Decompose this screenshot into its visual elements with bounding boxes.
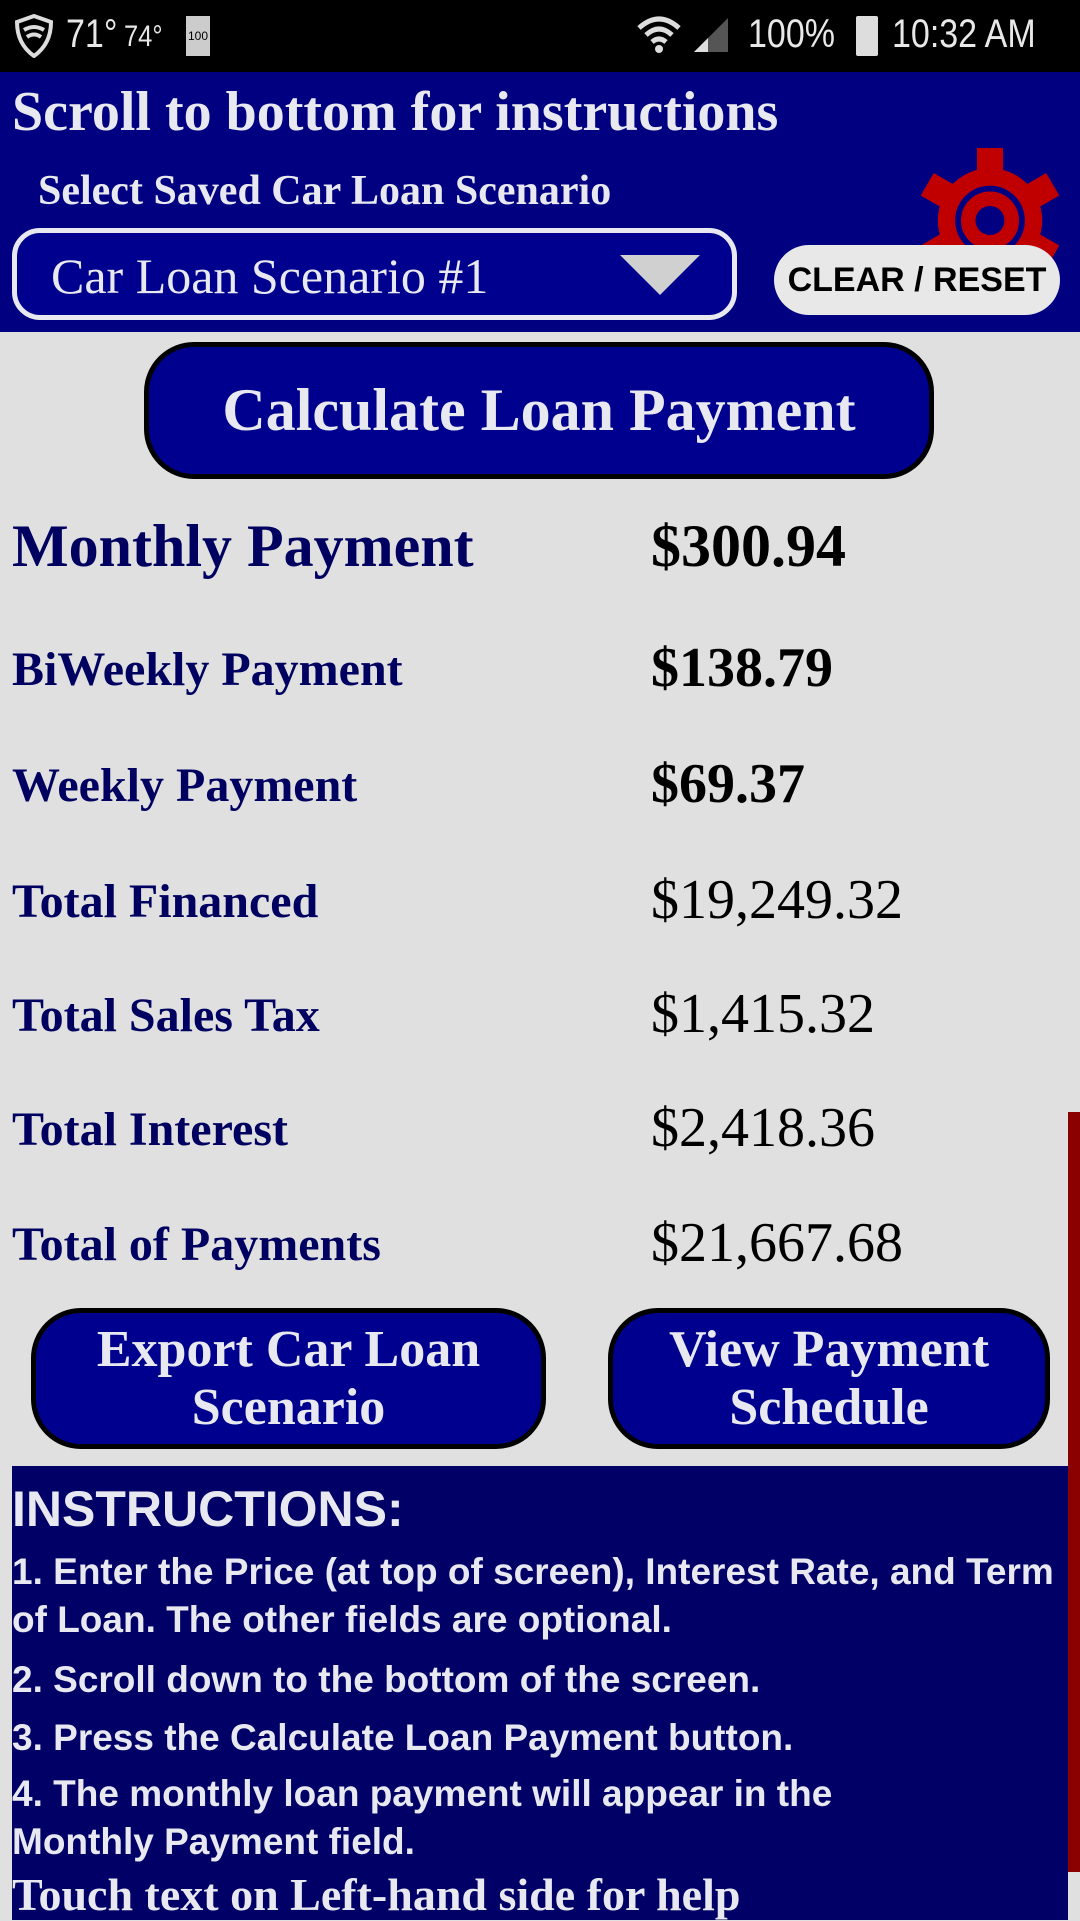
result-label[interactable]: Weekly Payment <box>12 759 358 812</box>
scenario-dropdown[interactable]: Car Loan Scenario #1 <box>12 228 737 320</box>
page-title: Scroll to bottom for instructions <box>12 81 779 143</box>
result-value: $300.94 <box>651 513 846 579</box>
result-label[interactable]: Total of Payments <box>12 1218 381 1271</box>
battery-small-icon: 100 <box>186 16 210 56</box>
result-label[interactable]: BiWeekly Payment <box>12 643 403 696</box>
signal-icon <box>694 18 728 52</box>
schedule-label-line2: Schedule <box>729 1378 929 1436</box>
result-label[interactable]: Total Sales Tax <box>12 989 320 1042</box>
result-label[interactable]: Total Financed <box>12 875 319 928</box>
select-scenario-label: Select Saved Car Loan Scenario <box>38 168 612 214</box>
scrollbar[interactable] <box>1068 1112 1080 1872</box>
instruction-step: 2. Scroll down to the bottom of the scre… <box>12 1659 761 1700</box>
result-label[interactable]: Monthly Payment <box>12 513 474 579</box>
instruction-step: 1. Enter the Price (at top of screen), I… <box>12 1551 1054 1640</box>
clear-reset-button[interactable]: CLEAR / RESET <box>774 245 1060 315</box>
calculate-loan-payment-button[interactable]: Calculate Loan Payment <box>144 342 934 479</box>
temperature-1: 71° <box>66 12 118 56</box>
result-value: $2,418.36 <box>651 1097 875 1159</box>
help-hint: Touch text on Left-hand side for help <box>12 1869 741 1920</box>
selected-scenario: Car Loan Scenario #1 <box>51 248 489 304</box>
instructions-heading: INSTRUCTIONS: <box>12 1481 404 1537</box>
temperature-2: 74° <box>124 20 163 53</box>
dropdown-arrow-icon <box>620 255 700 295</box>
result-value: $1,415.32 <box>651 983 875 1045</box>
export-label-line2: Scenario <box>191 1378 386 1436</box>
clock: 10:32 AM <box>892 12 1036 56</box>
schedule-label-line1: View Payment <box>668 1320 990 1378</box>
result-value: $19,249.32 <box>651 869 903 931</box>
export-label-line1: Export Car Loan <box>96 1320 481 1378</box>
view-payment-schedule-button[interactable]: View Payment Schedule <box>608 1308 1050 1449</box>
result-value: $138.79 <box>651 637 833 699</box>
result-label[interactable]: Total Interest <box>12 1103 288 1156</box>
battery-icon <box>856 16 878 56</box>
result-value: $21,667.68 <box>651 1212 903 1274</box>
instructions-panel: INSTRUCTIONS: 1. Enter the Price (at top… <box>12 1466 1068 1920</box>
result-value: $69.37 <box>651 753 805 815</box>
shield-icon <box>14 14 54 58</box>
export-scenario-button[interactable]: Export Car Loan Scenario <box>31 1308 546 1449</box>
instruction-step: 4. The monthly loan payment will appear … <box>12 1773 833 1862</box>
instruction-step: 3. Press the Calculate Loan Payment butt… <box>12 1717 794 1758</box>
battery-percent: 100% <box>748 12 835 56</box>
wifi-icon <box>637 16 681 53</box>
status-bar: 71° 74° 100 100% 10:32 AM <box>0 0 1080 72</box>
